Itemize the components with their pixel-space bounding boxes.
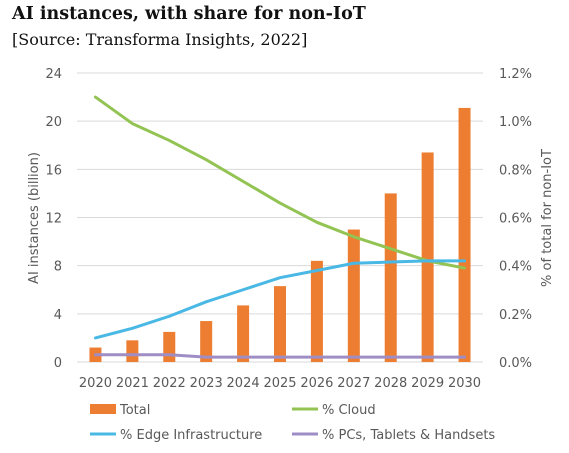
x-tick-label: 2027	[337, 376, 370, 391]
y2-tick-label: 1.2%	[499, 67, 532, 82]
left-axis-ticks: 0 4 8 12 16 20 24	[45, 67, 62, 371]
y2-tick-label: 0.0%	[499, 356, 532, 371]
chart-title: AI instances, with share for non-IoT	[12, 4, 366, 24]
y-tick-label: 20	[45, 115, 62, 130]
x-tick-label: 2024	[227, 376, 260, 391]
legend: Total % Cloud % Edge Infrastructure % PCs, …	[90, 403, 495, 443]
legend-label-cloud: % Cloud	[322, 403, 376, 418]
legend-label-total: Total	[119, 403, 150, 418]
bar-total	[237, 305, 250, 362]
bar-total	[421, 152, 434, 362]
bar-total	[347, 229, 360, 362]
bar-total	[126, 340, 139, 362]
y2-tick-label: 1.0%	[499, 115, 532, 130]
legend-label-pcs-tablets-handsets: % PCs, Tablets & Handsets	[322, 428, 495, 443]
line-edge-infrastructure	[93, 259, 467, 340]
legend-label-edge-infrastructure: % Edge Infrastructure	[120, 428, 262, 443]
bar-total	[384, 193, 397, 362]
bar-total	[274, 286, 286, 362]
y-tick-label: 4	[54, 308, 62, 323]
y-tick-label: 24	[45, 67, 62, 82]
y2-tick-label: 0.2%	[499, 308, 532, 323]
x-tick-label: 2029	[411, 376, 444, 391]
x-axis-ticks: 2020 2021 2022 2023 2024 2025 2026 2027 2028 2029…	[79, 376, 481, 391]
line-series-group	[93, 95, 467, 359]
x-tick-label: 2021	[116, 376, 149, 391]
y2-tick-label: 0.8%	[499, 163, 532, 178]
bar-total	[458, 107, 471, 362]
y-tick-label: 0	[54, 356, 62, 371]
y2-axis-label: % of total for non-IoT	[540, 149, 555, 287]
y2-tick-label: 0.6%	[499, 212, 532, 227]
x-tick-label: 2026	[300, 376, 333, 391]
x-tick-label: 2030	[448, 376, 481, 391]
x-tick-label: 2022	[153, 376, 186, 391]
x-tick-label: 2020	[79, 376, 112, 391]
gridlines	[77, 72, 483, 363]
y-tick-label: 12	[45, 212, 62, 227]
y-tick-label: 8	[54, 260, 62, 275]
line-pcs-tablets-handsets	[93, 353, 467, 359]
y-tick-label: 16	[45, 163, 62, 178]
y2-tick-label: 0.4%	[499, 260, 532, 275]
legend-swatch-total	[90, 404, 116, 414]
x-tick-label: 2023	[190, 376, 223, 391]
bar-total	[163, 331, 176, 362]
bar-total	[200, 321, 213, 362]
right-axis-ticks: 0.0% 0.2% 0.4% 0.6% 0.8% 1.0% 1.2%	[499, 67, 532, 371]
x-tick-label: 2025	[263, 376, 296, 391]
bar-total	[310, 260, 323, 362]
chart-subtitle: [Source: Transforma Insights, 2022]	[12, 30, 308, 49]
x-tick-label: 2028	[374, 376, 407, 391]
y-axis-label: AI instances (billion)	[27, 152, 42, 284]
line-cloud	[93, 95, 467, 270]
